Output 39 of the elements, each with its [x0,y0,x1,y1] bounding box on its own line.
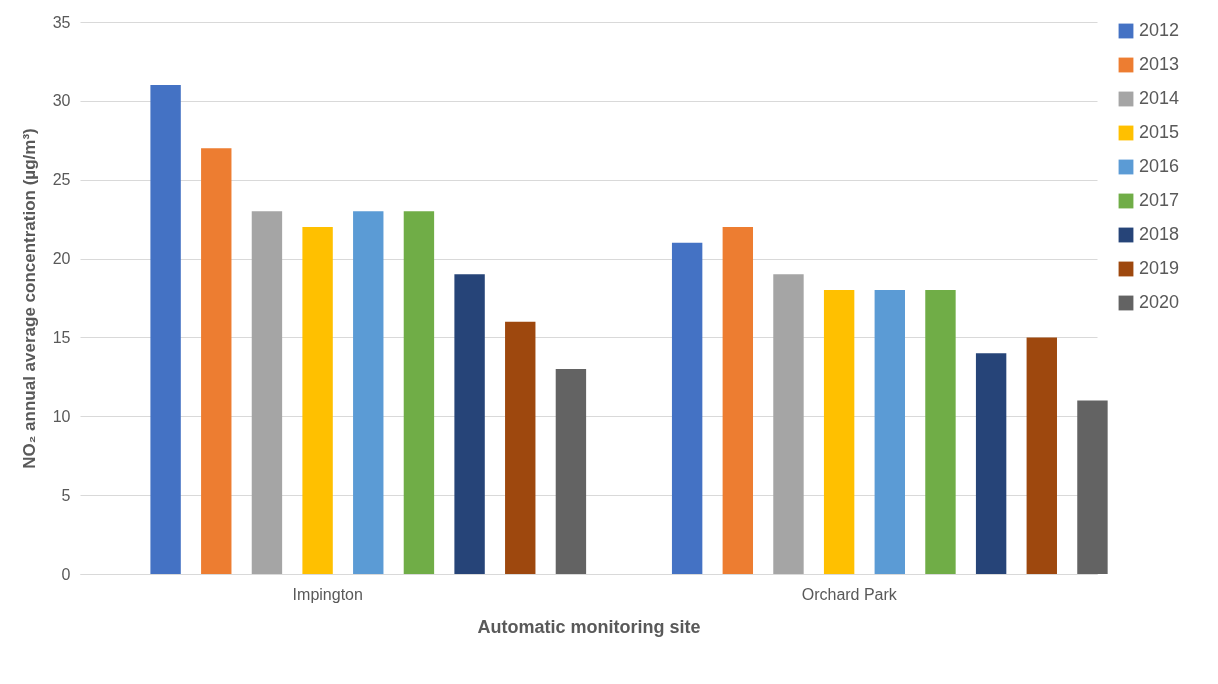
y-tick-label: 15 [52,328,71,346]
legend-label: 2016 [1139,156,1180,176]
bar [454,274,485,574]
bar [1077,400,1108,574]
bar [505,321,536,574]
y-tick-label: 5 [61,486,71,504]
y-tick-label: 20 [52,250,71,268]
legend-label: 2019 [1139,258,1180,278]
bar [302,227,333,574]
legend-label: 2013 [1139,54,1180,74]
bar [975,353,1007,574]
x-tick-label: Impington [292,585,363,603]
legend-label: 2017 [1139,190,1180,210]
x-axis-title: Automatic monitoring site [477,616,701,637]
legend-label: 2014 [1139,88,1180,108]
bar [150,85,181,574]
bar [353,211,384,574]
legend-label: 2018 [1139,224,1180,244]
bar [1026,337,1057,574]
bar [403,211,435,574]
legend-label: 2020 [1139,292,1180,312]
bar [201,148,232,574]
bar [722,227,754,574]
legend-label: 2012 [1139,20,1180,40]
x-tick-label: Orchard Park [801,585,898,603]
bar [874,290,905,574]
bar [773,274,804,574]
y-axis-title: NO₂ annual average concentration (µg/m³) [19,128,39,469]
y-tick-label: 25 [52,171,71,189]
bar [555,368,587,574]
legend-label: 2015 [1139,122,1180,142]
y-tick-label: 35 [52,13,71,31]
bar [823,290,855,574]
bar [671,242,703,574]
y-tick-label: 30 [52,92,71,110]
y-tick-label: 0 [61,565,71,583]
y-tick-label: 10 [52,407,71,425]
bar [925,290,956,574]
bar [251,211,283,574]
